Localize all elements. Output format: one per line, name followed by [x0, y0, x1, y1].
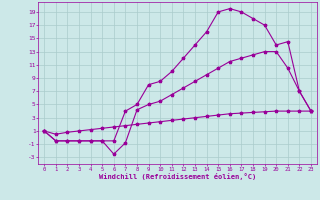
X-axis label: Windchill (Refroidissement éolien,°C): Windchill (Refroidissement éolien,°C)	[99, 173, 256, 180]
